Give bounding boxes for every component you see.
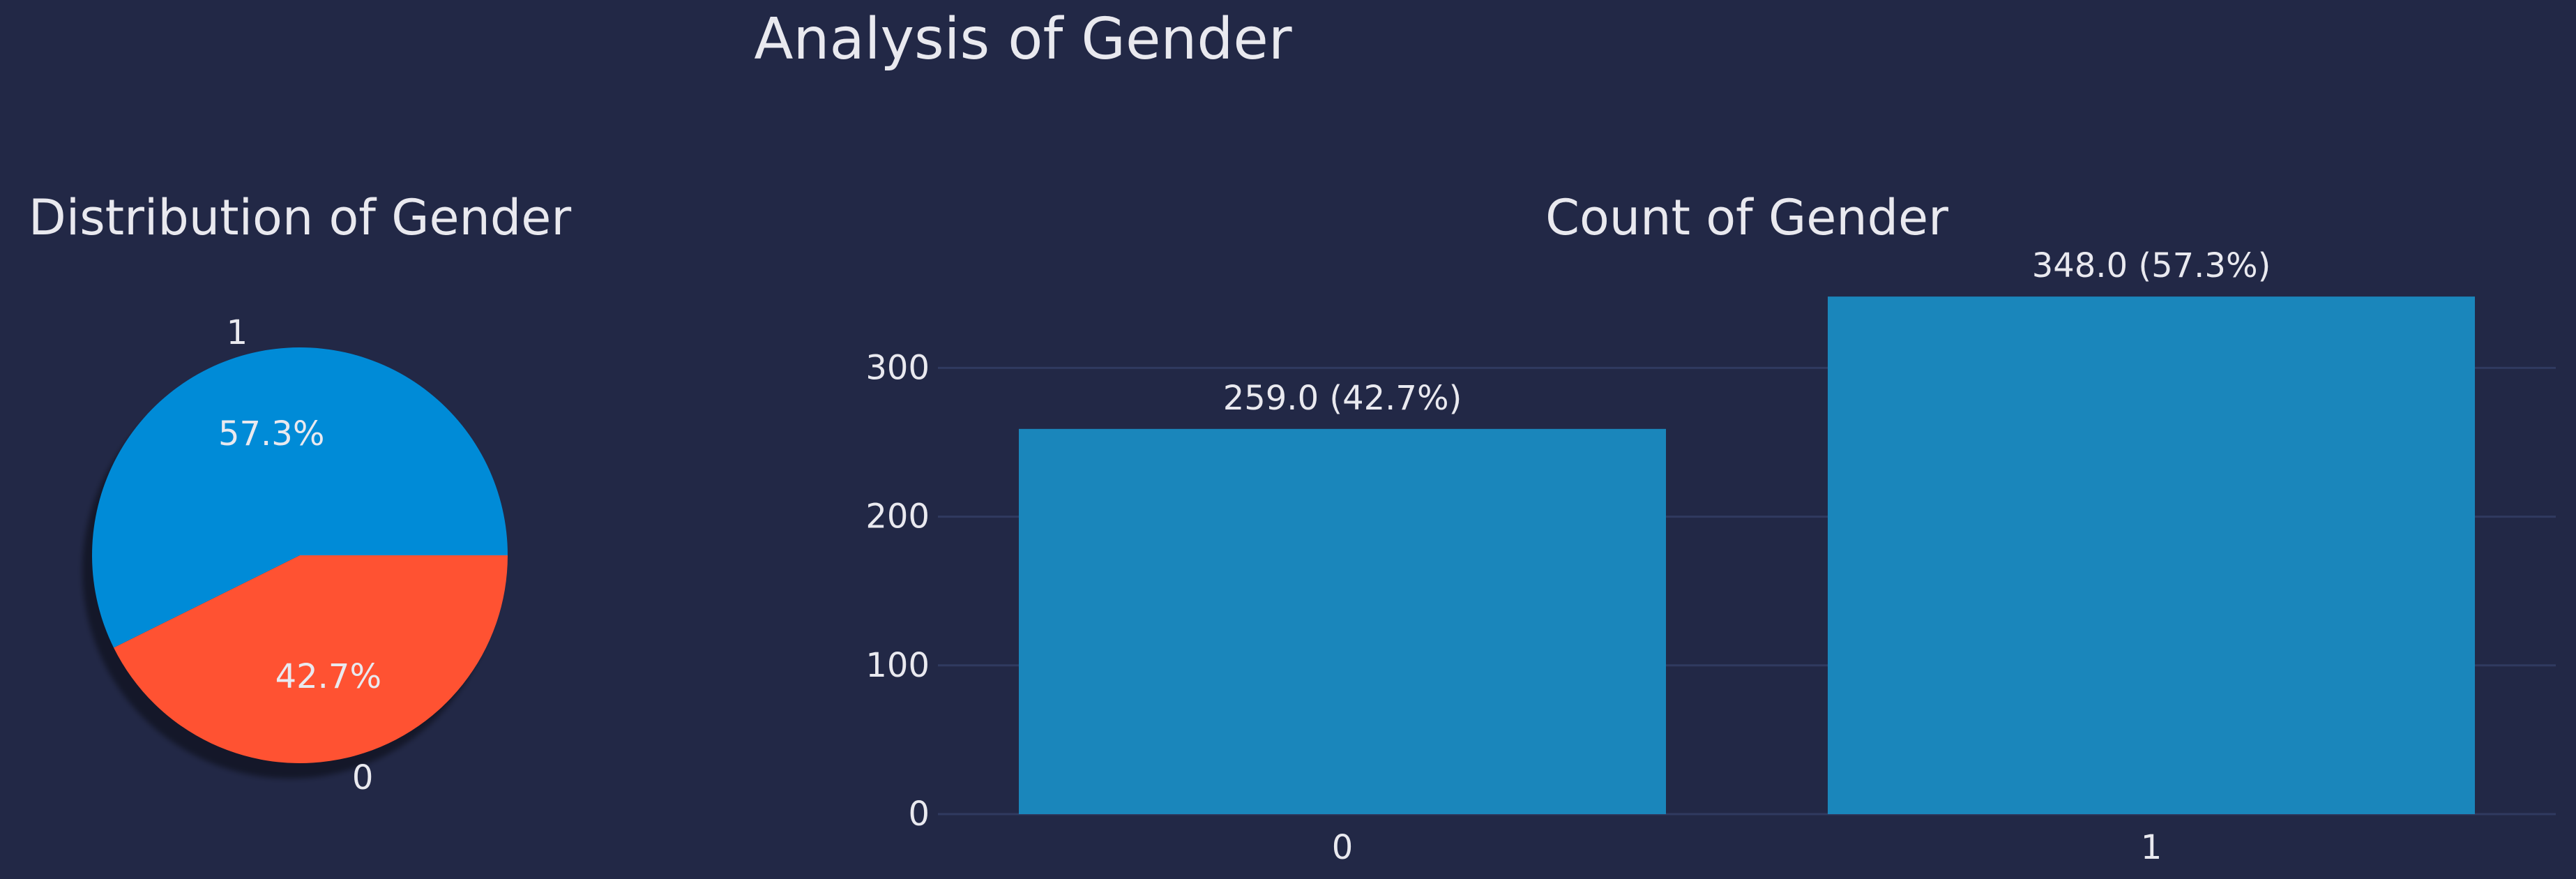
pie-slices (92, 347, 508, 763)
bar-bars (1019, 296, 2475, 815)
figure-title: Analysis of Gender (754, 6, 1291, 73)
bar-1 (1828, 296, 2475, 815)
x-tick-label-0: 0 (1332, 828, 1354, 867)
pie-percent-label-1: 57.3% (218, 414, 324, 453)
pie-labels: 57.3% 1 42.7% 0 (218, 313, 381, 797)
pie-chart-title: Distribution of Gender (29, 189, 572, 246)
bar-data-labels: 259.0 (42.7%) 348.0 (57.3%) (1223, 246, 2271, 418)
y-tick-label-300: 300 (865, 348, 930, 387)
bar-0 (1019, 428, 1666, 814)
y-tick-label-0: 0 (908, 795, 930, 834)
pie-slice-0 (114, 555, 508, 763)
pie-percent-label-0: 42.7% (275, 657, 381, 696)
bar-chart-title: Count of Gender (1545, 189, 1948, 246)
y-tick-label-200: 200 (865, 497, 930, 536)
pie-category-label-0: 0 (352, 758, 374, 797)
pie-slice-1 (92, 347, 508, 648)
x-tick-label-1: 1 (2141, 828, 2162, 867)
bar-data-label-1: 348.0 (57.3%) (2032, 246, 2271, 285)
y-tick-label-100: 100 (865, 646, 930, 685)
pie-chart: Distribution of Gender 57.3% 1 42.7% 0 (29, 189, 572, 797)
bar-y-ticks: 0 100 200 300 (865, 348, 930, 834)
pie-category-label-1: 1 (227, 313, 248, 352)
bar-data-label-0: 259.0 (42.7%) (1223, 379, 1462, 418)
